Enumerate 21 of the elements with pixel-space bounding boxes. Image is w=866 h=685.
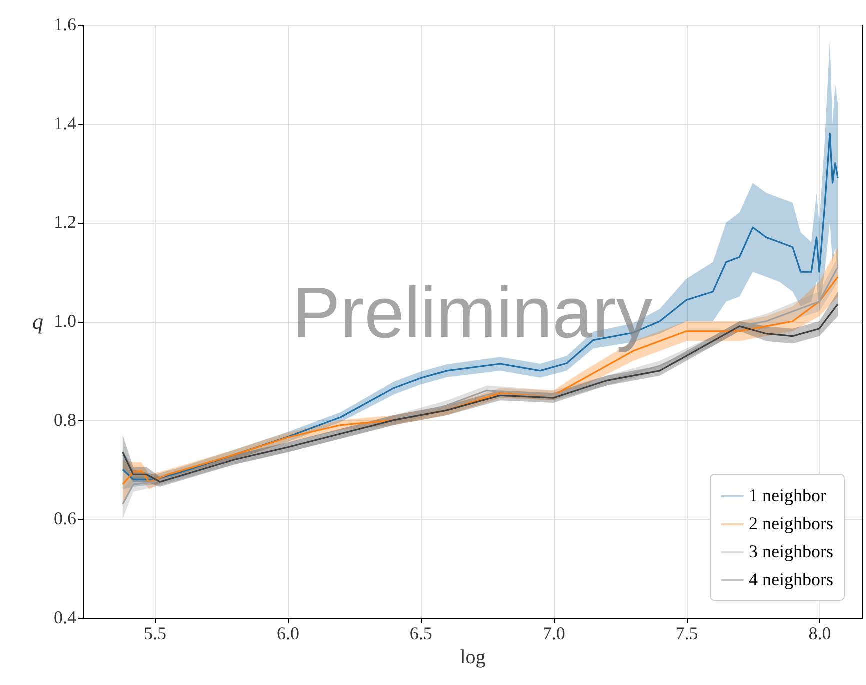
line-series bbox=[122, 132, 839, 480]
x-tick-label: 6.0 bbox=[276, 624, 300, 644]
legend-label: 4 neighbors bbox=[749, 570, 834, 590]
y-tick-label: 0.6 bbox=[54, 508, 76, 529]
x-tick-label: 6.5 bbox=[410, 624, 432, 644]
x-tick-label: 7.5 bbox=[676, 624, 698, 644]
legend-label: 2 neighbors bbox=[749, 514, 834, 534]
x-tick-label: 7.0 bbox=[542, 624, 566, 644]
y-tick-label: 0.4 bbox=[54, 608, 76, 628]
y-tick-label: 0.8 bbox=[54, 410, 76, 430]
y-tick-label: 1.4 bbox=[54, 113, 76, 134]
y-tick-label: 1.0 bbox=[54, 311, 76, 331]
x-axis-title: log bbox=[460, 646, 486, 668]
y-tick-label: 1.2 bbox=[54, 212, 76, 232]
x-tick-label: 5.5 bbox=[144, 624, 167, 644]
y-tick-label: 1.6 bbox=[54, 14, 76, 34]
y-axis-title: q bbox=[32, 309, 44, 334]
legend-label: 3 neighbors bbox=[749, 542, 834, 562]
x-tick-label: 8.0 bbox=[808, 624, 832, 644]
annotation: Preliminary bbox=[292, 274, 653, 354]
legend-label: 1 neighbor bbox=[749, 486, 826, 506]
